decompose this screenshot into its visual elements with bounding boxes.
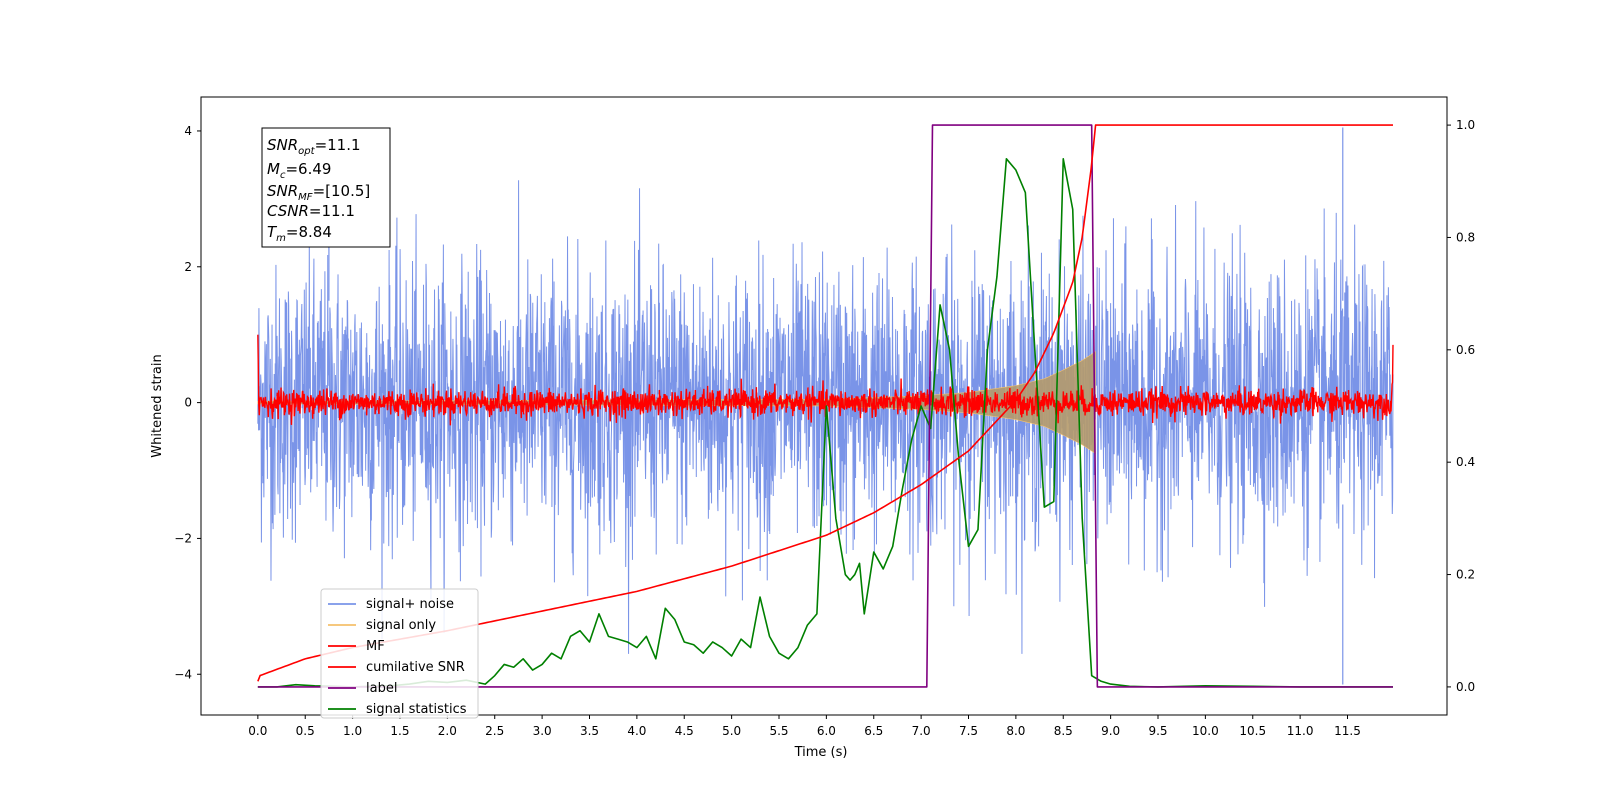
x-tick-label: 10.0 xyxy=(1192,724,1219,738)
info-box: SNRopt=11.1 Mc=6.49 SNRMF=[10.5] CSNR=11… xyxy=(261,127,391,248)
legend-label: label xyxy=(366,681,397,696)
y2-tick-label: 0.4 xyxy=(1456,455,1475,469)
x-tick-label: 6.0 xyxy=(817,724,836,738)
info-csnr: CSNR=11.1 xyxy=(267,202,355,220)
legend-label: cumilative SNR xyxy=(366,660,465,675)
x-tick-label: 9.5 xyxy=(1148,724,1167,738)
info-snr-mf: SNRMF=[10.5] xyxy=(267,182,370,203)
y-tick-label: −4 xyxy=(174,667,192,681)
series-label-line xyxy=(257,124,1393,688)
y-tick-label: −2 xyxy=(174,531,192,545)
x-tick-label: 4.5 xyxy=(675,724,694,738)
series-signal-noise-line xyxy=(257,180,1394,654)
x-tick-label: 1.0 xyxy=(343,724,362,738)
x-tick-label: 1.5 xyxy=(390,724,409,738)
legend: signal+ noise signal only MF cumilative SNR… xyxy=(320,588,479,719)
x-tick-label: 5.5 xyxy=(769,724,788,738)
info-snr-opt: SNRopt=11.1 xyxy=(267,136,361,157)
info-tm: Tm=8.84 xyxy=(267,223,332,244)
y-tick-label: 4 xyxy=(184,124,192,138)
x-tick-label: 5.0 xyxy=(722,724,741,738)
x-tick-label: 2.5 xyxy=(485,724,504,738)
x-tick-label: 7.5 xyxy=(959,724,978,738)
legend-label: signal+ noise xyxy=(366,597,454,612)
y2-tick-label: 1.0 xyxy=(1456,118,1475,132)
y2-tick-label: 0.6 xyxy=(1456,343,1475,357)
x-tick-label: 3.0 xyxy=(533,724,552,738)
y2-tick-label: 0.8 xyxy=(1456,230,1475,244)
axes-frame xyxy=(200,96,1448,716)
y-tick-label: 0 xyxy=(184,396,192,410)
x-tick-label: 11.0 xyxy=(1287,724,1314,738)
legend-label: signal only xyxy=(366,618,436,633)
legend-frame xyxy=(320,588,479,719)
x-tick-label: 10.5 xyxy=(1239,724,1266,738)
info-mc: Mc=6.49 xyxy=(267,160,331,181)
x-axis-ticks: 0.0 0.5 1.0 1.5 2.0 2.5 3.0 3.5 4.0 4.5 5.0 5.5 6.0 6… xyxy=(248,715,1361,738)
y-axis-left-ticks: −4 −2 0 2 4 xyxy=(174,124,201,681)
y2-tick-label: 0.2 xyxy=(1456,568,1475,582)
y-tick-label: 2 xyxy=(184,260,192,274)
x-tick-label: 4.0 xyxy=(627,724,646,738)
x-tick-label: 8.5 xyxy=(1054,724,1073,738)
series-signal-statistics-line xyxy=(257,158,1393,688)
x-axis-label: Time (s) xyxy=(794,745,848,760)
plot-area xyxy=(257,124,1394,688)
x-tick-label: 2.0 xyxy=(438,724,457,738)
x-tick-label: 11.5 xyxy=(1334,724,1361,738)
x-tick-label: 0.5 xyxy=(296,724,315,738)
x-tick-label: 0.0 xyxy=(248,724,267,738)
x-tick-label: 8.0 xyxy=(1006,724,1025,738)
y-axis-right-ticks: 0.0 0.2 0.4 0.6 0.8 1.0 xyxy=(1447,118,1475,694)
x-tick-label: 6.5 xyxy=(864,724,883,738)
x-tick-label: 3.5 xyxy=(580,724,599,738)
legend-label: MF xyxy=(366,639,385,654)
y2-tick-label: 0.0 xyxy=(1456,680,1475,694)
info-box-frame xyxy=(261,127,391,248)
y-axis-label: Whitened strain xyxy=(150,354,165,457)
x-tick-label: 9.0 xyxy=(1101,724,1120,738)
legend-label: signal statistics xyxy=(366,702,467,717)
x-tick-label: 7.0 xyxy=(912,724,931,738)
